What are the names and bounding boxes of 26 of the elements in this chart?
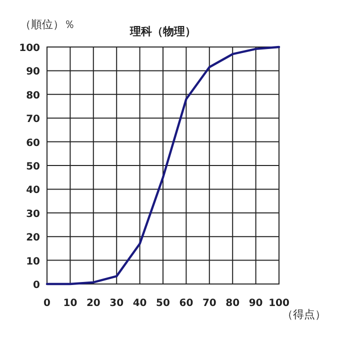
x-tick-label: 30	[110, 298, 124, 309]
y-tick-label: 10	[26, 256, 40, 268]
x-tick-label: 80	[226, 298, 240, 309]
x-tick-label: 100	[268, 298, 290, 309]
x-tick-label: 70	[202, 298, 216, 309]
y-tick-label: 80	[26, 90, 40, 102]
x-tick-label: 60	[179, 298, 194, 309]
y-tick-label: 20	[26, 232, 40, 244]
line-series	[46, 46, 280, 286]
y-tick-label: 50	[26, 162, 40, 172]
x-tick-label: 90	[248, 298, 263, 309]
x-tick-label: 20	[86, 298, 100, 309]
y-tick-label: 70	[26, 114, 40, 126]
x-tick-label: 10	[63, 298, 78, 309]
x-axis-title: （得点）	[282, 308, 326, 321]
y-tick-label: 30	[26, 208, 40, 220]
y-tick-label: 60	[26, 138, 40, 149]
y-axis-title: （順位）％	[20, 18, 75, 31]
x-tick-label: 0	[44, 298, 51, 309]
x-tick-label: 40	[132, 298, 147, 309]
y-tick-label: 90	[26, 66, 40, 78]
y-tick-label: 40	[26, 185, 40, 196]
y-tick-label: 100	[19, 43, 40, 54]
x-tick-label: 50	[156, 298, 170, 309]
y-tick-label: 0	[33, 280, 40, 291]
chart-title: 理科（物理）	[129, 25, 196, 38]
